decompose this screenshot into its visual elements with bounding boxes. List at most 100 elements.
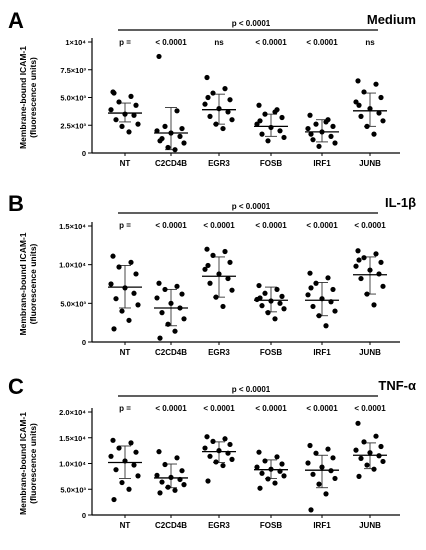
data-point (316, 143, 322, 149)
data-point (177, 133, 183, 139)
x-category-label: C2CD4B (155, 521, 187, 530)
y-tick-label: 5.0×10³ (60, 94, 86, 103)
data-point (265, 138, 271, 144)
x-category-label: C2CD4B (155, 348, 187, 357)
x-category-label: FOSB (260, 348, 282, 357)
data-point (204, 434, 210, 440)
data-point (159, 479, 165, 485)
x-category-label: IRF1 (313, 348, 331, 357)
data-point (310, 303, 316, 310)
data-point (157, 490, 163, 496)
data-point (268, 298, 274, 304)
data-point (220, 303, 226, 310)
data-point (310, 137, 316, 143)
data-point (274, 454, 280, 460)
data-point (128, 93, 134, 99)
data-point (364, 462, 370, 468)
y-tick-label: 5.0×10³ (60, 299, 86, 308)
data-point (281, 473, 287, 479)
y-tick-label: 2.0×10⁴ (59, 408, 86, 417)
data-point (378, 443, 384, 450)
data-point (316, 313, 322, 319)
data-point (305, 125, 311, 132)
y-tick-label: 0 (82, 149, 86, 158)
data-point (281, 134, 287, 141)
x-category-label: JUNB (359, 348, 381, 357)
y-axis-label-units: (fluorescence units) (28, 423, 38, 504)
x-category-label: IRF1 (313, 521, 331, 530)
data-point (207, 453, 213, 459)
data-point (307, 112, 313, 118)
data-point (277, 128, 283, 134)
data-point (225, 109, 231, 115)
data-point (262, 111, 268, 117)
data-point (210, 252, 216, 258)
data-point (222, 248, 228, 255)
data-point (328, 133, 334, 139)
data-point (179, 125, 185, 132)
data-point (119, 123, 125, 129)
data-point (229, 287, 235, 293)
data-point (210, 90, 216, 96)
data-point (159, 310, 165, 316)
panel-title: Medium (367, 12, 416, 27)
x-category-label: EGR3 (208, 348, 230, 357)
data-point (307, 270, 313, 276)
data-point (179, 468, 185, 474)
x-category-label: JUNB (359, 159, 381, 168)
data-point (274, 286, 280, 293)
data-point (172, 147, 178, 153)
data-point (380, 458, 386, 465)
y-tick-label: 1.0×10⁴ (59, 261, 86, 270)
data-point (126, 317, 132, 323)
data-point (332, 308, 338, 314)
data-point (259, 470, 265, 476)
data-point (165, 144, 171, 151)
data-point (361, 89, 367, 95)
data-point (154, 295, 160, 301)
data-point (227, 441, 233, 448)
group-p-value: < 0.0001 (354, 221, 386, 230)
data-point (257, 485, 263, 491)
group-p-value: ns (214, 38, 224, 47)
group-p-value: p = (119, 404, 131, 413)
data-point (162, 286, 168, 293)
data-point (367, 450, 373, 456)
data-point (131, 112, 137, 118)
data-point (305, 460, 311, 466)
data-point (358, 275, 364, 282)
data-point (119, 479, 125, 486)
data-point (202, 101, 208, 107)
data-point (207, 280, 213, 286)
data-point (157, 138, 163, 144)
data-point (111, 90, 117, 96)
y-tick-label: 5.0×10³ (60, 485, 86, 494)
data-point (256, 449, 262, 455)
data-point (378, 94, 384, 101)
data-point (133, 102, 139, 108)
x-category-label: FOSB (260, 159, 282, 168)
data-point (135, 302, 141, 308)
data-point (113, 296, 119, 302)
data-point (116, 445, 122, 451)
data-point (323, 323, 329, 329)
data-point (135, 121, 141, 127)
data-point (358, 113, 364, 119)
y-tick-label: 1.5×10⁴ (59, 222, 86, 231)
data-point (323, 491, 329, 497)
data-point (254, 464, 260, 470)
y-axis-label-units: (fluorescence units) (28, 243, 38, 324)
data-point (257, 118, 263, 124)
data-point (213, 121, 219, 127)
data-point (156, 280, 162, 286)
data-point (131, 462, 137, 468)
y-tick-label: 0 (82, 511, 86, 520)
data-point (216, 106, 222, 112)
y-axis-label: Membrane-bound ICAM-1 (18, 46, 28, 149)
data-point (332, 140, 338, 146)
bracket-p-value: p < 0.0001 (232, 19, 271, 28)
group-p-value: < 0.0001 (306, 38, 338, 47)
data-point (272, 316, 278, 322)
data-point (122, 111, 128, 117)
